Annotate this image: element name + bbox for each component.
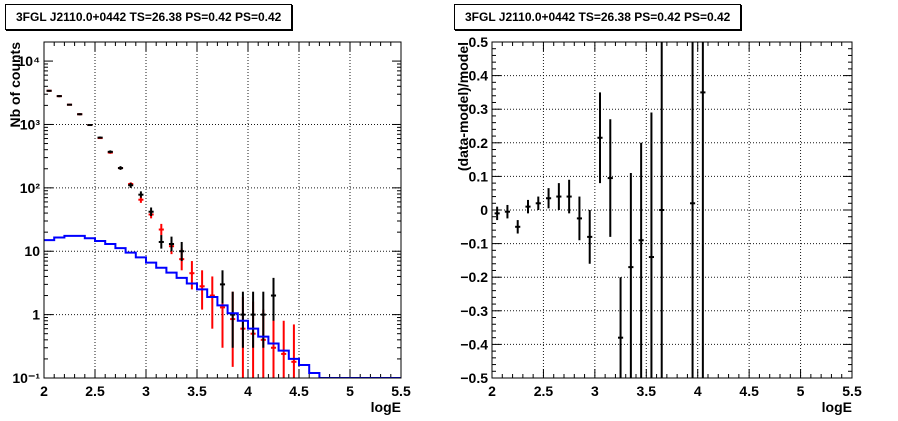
right-chart-svg: 2 2.5 3 3.5 4 4.5 5 5.5 −0.5 −0.4 −0.3 −0.2 −0.1 0 0.1…: [455, 34, 862, 415]
plot-area: [44, 89, 401, 378]
y-tick-label: 0.3: [469, 101, 489, 117]
x-tick-label: 4.5: [739, 383, 759, 399]
y-axis-label: Nb of counts: [7, 42, 23, 128]
x-tick-label: 4: [694, 383, 702, 399]
x-tick-label: 3: [142, 383, 150, 399]
x-tick-label: 3.5: [637, 383, 657, 399]
y-tick-label: 0.2: [469, 135, 489, 151]
x-axis-label: logE: [822, 399, 852, 415]
right-chart-title: 3FGL J2110.0+0442 TS=26.38 PS=0.42 PS=0.…: [454, 4, 742, 30]
y-tick-label: 10²: [20, 180, 41, 196]
y-tick-label: −0.3: [460, 303, 488, 319]
y-tick-label: 0.4: [469, 68, 489, 84]
plot-area: [494, 42, 706, 378]
x-tick-label: 5: [797, 383, 805, 399]
x-tick-label: 5.5: [842, 383, 862, 399]
x-tick-label: 4: [244, 383, 252, 399]
y-tick-label: 10⁻¹: [12, 370, 40, 386]
y-tick-label: 0.5: [469, 34, 489, 50]
plot-frame: [491, 41, 853, 379]
y-tick-label: −0.5: [460, 370, 488, 386]
y-tick-label: 10⁴: [18, 53, 41, 69]
x-tick-label: 3: [591, 383, 599, 399]
right-chart-pad: 2 2.5 3 3.5 4 4.5 5 5.5 −0.5 −0.4 −0.3 −0.2 −0.1 0 0.1…: [449, 0, 898, 421]
x-tick-label: 2.5: [85, 383, 105, 399]
model-step-line: [44, 234, 401, 378]
y-tick-label: −0.1: [460, 236, 488, 252]
y-tick-label: 1: [32, 307, 40, 323]
y-axis-label: (data-model)/model: [455, 42, 471, 171]
y-tick-label: −0.4: [460, 336, 488, 352]
x-tick-label: 3.5: [187, 383, 207, 399]
y-tick-label: 0: [480, 202, 488, 218]
x-tick-label: 5.5: [391, 383, 411, 399]
left-chart-svg: 2 2.5 3 3.5 4 4.5 5 5.5 10⁻¹ 1 10 10² 10³ 10⁴ logE Nb o…: [7, 41, 411, 415]
left-chart-pad: 2 2.5 3 3.5 4 4.5 5 5.5 10⁻¹ 1 10 10² 10³ 10⁴ logE Nb o…: [5, 4, 411, 415]
y-tick-label: 10: [24, 243, 40, 259]
x-tick-label: 5: [346, 383, 354, 399]
plot-frame: [43, 41, 402, 379]
y-tick-label: 0.1: [469, 168, 489, 184]
x-tick-label: 2: [488, 383, 496, 399]
left-chart-title: 3FGL J2110.0+0442 TS=26.38 PS=0.42 PS=0.…: [5, 4, 293, 30]
y-tick-label: −0.2: [460, 269, 488, 285]
x-tick-label: 2: [40, 383, 48, 399]
x-tick-label: 2.5: [534, 383, 554, 399]
y-tick-label: 10³: [20, 116, 41, 132]
x-axis-label: logE: [371, 399, 401, 415]
x-tick-label: 4.5: [289, 383, 309, 399]
